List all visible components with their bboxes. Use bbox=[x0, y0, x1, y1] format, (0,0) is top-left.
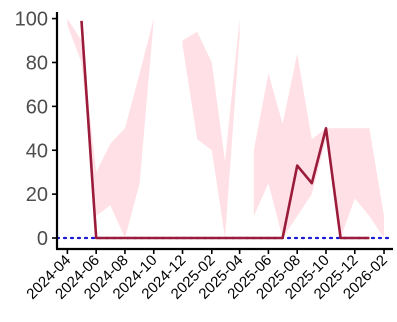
confidence-band-2 bbox=[182, 18, 240, 238]
x-ticks: 2024-042024-062024-082024-102024-122025-… bbox=[23, 249, 391, 303]
y-tick-label: 20 bbox=[26, 184, 48, 206]
series-line-1 bbox=[80, 20, 370, 240]
y-tick-label: 40 bbox=[26, 140, 48, 162]
y-tick-label: 80 bbox=[26, 52, 48, 74]
y-tick-label: 60 bbox=[26, 96, 48, 118]
confidence-band-1 bbox=[67, 18, 154, 238]
confidence-bands bbox=[67, 18, 384, 239]
confidence-band-3 bbox=[253, 53, 384, 239]
y-tick-label: 100 bbox=[15, 9, 48, 31]
axes bbox=[55, 12, 393, 251]
series-lines bbox=[80, 20, 370, 240]
y-ticks: 0 20 40 60 80 100 bbox=[15, 9, 57, 250]
y-tick-label: 0 bbox=[37, 228, 48, 250]
